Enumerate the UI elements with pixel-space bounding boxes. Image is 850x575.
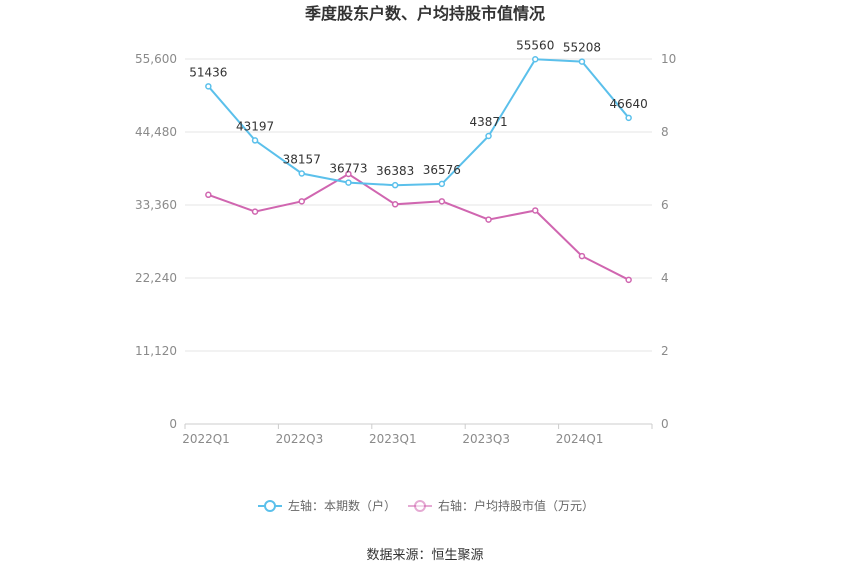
data-point[interactable] bbox=[625, 276, 632, 284]
chart-title: 季度股东户数、户均持股市值情况 bbox=[304, 4, 545, 23]
x-tick-label: 2024Q1 bbox=[556, 432, 604, 446]
x-axis: 2022Q1 2022Q3 2023Q1 2023Q3 2024Q1 bbox=[182, 424, 653, 446]
legend-item[interactable]: 右轴：户均持股市值（万元） bbox=[408, 498, 594, 513]
right-tick-label: 4 bbox=[661, 271, 669, 285]
source-text: 数据来源：恒生聚源 bbox=[366, 548, 483, 563]
data-point[interactable] bbox=[532, 207, 539, 214]
right-tick-label: 0 bbox=[661, 417, 669, 431]
data-point[interactable] bbox=[438, 180, 446, 188]
data-label: 55208 bbox=[563, 41, 601, 55]
data-point[interactable] bbox=[532, 56, 539, 63]
data-labels: 51436 43197 38157 36773 36383 36576 43871 55560… bbox=[189, 38, 647, 178]
left-tick-label: 55,600 bbox=[135, 52, 177, 66]
data-point[interactable] bbox=[391, 201, 399, 208]
x-tick-label: 2023Q1 bbox=[369, 432, 417, 446]
legend-label: 右轴：户均持股市值（万元） bbox=[438, 498, 594, 513]
legend-item[interactable]: 左轴：本期数（户） bbox=[258, 498, 396, 513]
series-avg-market-value bbox=[205, 170, 632, 284]
right-tick-label: 10 bbox=[661, 52, 676, 66]
data-label: 43197 bbox=[236, 119, 274, 133]
data-point[interactable] bbox=[578, 252, 586, 260]
left-tick-label: 0 bbox=[169, 417, 177, 431]
series-shareholders bbox=[205, 56, 632, 189]
legend-label: 左轴：本期数（户） bbox=[288, 498, 396, 513]
x-tick-label: 2023Q3 bbox=[462, 432, 510, 446]
left-tick-label: 22,240 bbox=[135, 271, 177, 285]
data-point[interactable] bbox=[345, 170, 352, 178]
right-tick-label: 8 bbox=[661, 125, 669, 139]
data-label: 51436 bbox=[189, 65, 227, 79]
data-label: 55560 bbox=[516, 38, 554, 52]
series-line bbox=[207, 172, 630, 281]
data-point[interactable] bbox=[298, 198, 305, 205]
x-tick-label: 2022Q3 bbox=[276, 432, 324, 446]
right-tick-label: 2 bbox=[661, 344, 669, 358]
data-point[interactable] bbox=[205, 191, 212, 199]
data-point[interactable] bbox=[625, 114, 632, 122]
data-point[interactable] bbox=[485, 216, 492, 223]
data-point[interactable] bbox=[251, 137, 259, 144]
data-point[interactable] bbox=[298, 170, 305, 177]
left-axis: 0 11,120 22,240 33,360 44,480 55,600 bbox=[135, 52, 177, 431]
left-tick-label: 11,120 bbox=[135, 344, 177, 358]
left-tick-label: 33,360 bbox=[135, 198, 177, 212]
right-tick-label: 6 bbox=[661, 198, 669, 212]
right-axis: 0 2 4 6 8 10 bbox=[661, 52, 676, 431]
data-point[interactable] bbox=[391, 181, 399, 189]
data-point[interactable] bbox=[205, 83, 212, 90]
grid bbox=[185, 58, 652, 425]
data-point[interactable] bbox=[438, 198, 446, 205]
data-point[interactable] bbox=[345, 179, 352, 186]
data-label: 43871 bbox=[469, 115, 507, 129]
data-point[interactable] bbox=[578, 58, 586, 65]
data-label: 36773 bbox=[329, 162, 367, 176]
data-label: 36576 bbox=[423, 163, 461, 177]
data-label: 46640 bbox=[610, 97, 648, 111]
legend-swatch-marker bbox=[414, 500, 426, 512]
data-label: 38157 bbox=[283, 153, 321, 167]
data-label: 36383 bbox=[376, 164, 414, 178]
series-line bbox=[207, 58, 630, 187]
x-tick-label: 2022Q1 bbox=[182, 432, 230, 446]
left-tick-label: 44,480 bbox=[135, 125, 177, 139]
data-point[interactable] bbox=[485, 132, 492, 140]
data-point[interactable] bbox=[251, 208, 259, 215]
legend-swatch-marker bbox=[264, 500, 276, 512]
legend[interactable]: 左轴：本期数（户） 右轴：户均持股市值（万元） bbox=[258, 498, 594, 513]
